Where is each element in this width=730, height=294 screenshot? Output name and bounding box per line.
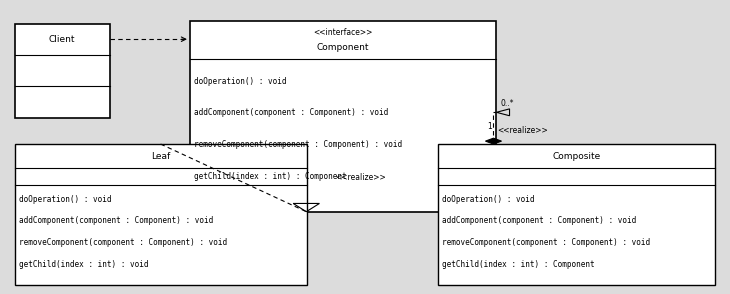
Bar (15, 144, 307, 285)
Text: getChild(index : int) : void: getChild(index : int) : void (19, 260, 148, 269)
Text: addComponent(component : Component) : void: addComponent(component : Component) : vo… (194, 108, 388, 117)
Bar (190, 21, 496, 212)
Text: addComponent(component : Component) : void: addComponent(component : Component) : vo… (442, 216, 637, 225)
Bar (438, 144, 715, 285)
Text: removeComponent(component : Component) : void: removeComponent(component : Component) :… (19, 238, 227, 247)
Text: Composite: Composite (553, 151, 601, 161)
Bar (15, 24, 110, 118)
Text: Client: Client (49, 35, 75, 44)
Text: removeComponent(component : Component) : void: removeComponent(component : Component) :… (442, 238, 650, 247)
Polygon shape (485, 138, 502, 144)
Text: 1: 1 (488, 122, 492, 131)
Text: removeComponent(component : Component) : void: removeComponent(component : Component) :… (194, 140, 402, 149)
Text: <<interface>>: <<interface>> (313, 28, 373, 36)
Text: doOperation() : void: doOperation() : void (194, 77, 287, 86)
Text: doOperation() : void: doOperation() : void (442, 195, 535, 204)
Text: <<realize>>: <<realize>> (497, 126, 548, 135)
Text: Component: Component (317, 43, 369, 52)
Text: doOperation() : void: doOperation() : void (19, 195, 112, 204)
Text: <<realize>>: <<realize>> (336, 173, 386, 182)
Text: addComponent(component : Component) : void: addComponent(component : Component) : vo… (19, 216, 213, 225)
Text: getChild(index : int) : Component: getChild(index : int) : Component (442, 260, 595, 269)
Text: Leaf: Leaf (151, 151, 170, 161)
Text: getChild(index : int) : Component: getChild(index : int) : Component (194, 172, 347, 181)
Text: 0..*: 0..* (500, 99, 513, 108)
